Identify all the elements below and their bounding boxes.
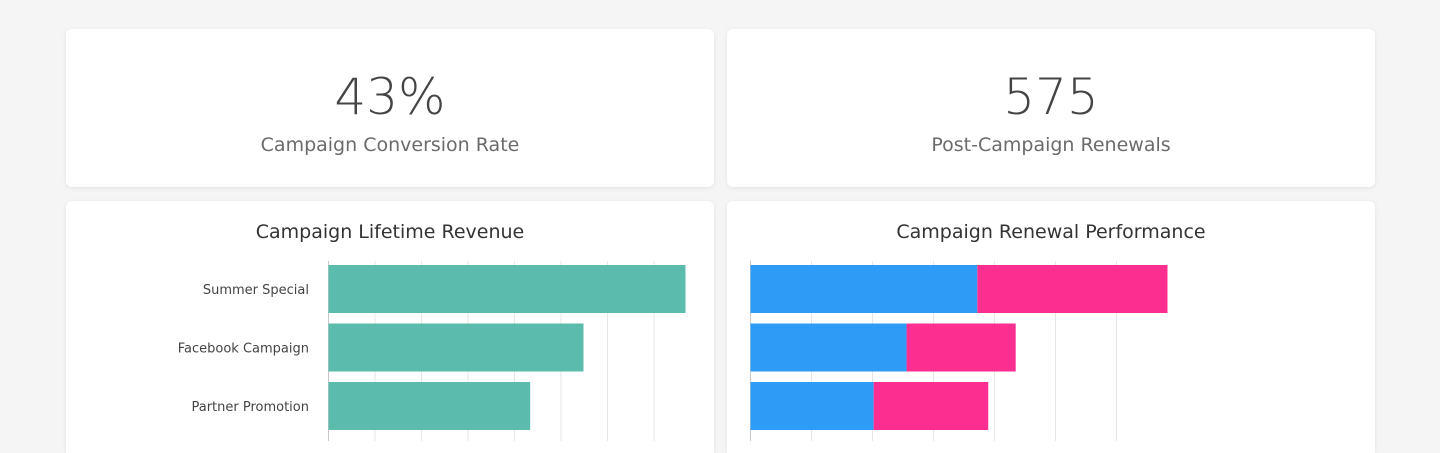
category-label: Facebook Campaign (178, 342, 309, 357)
chart-card-renewal-performance: Campaign Renewal Performance (727, 201, 1375, 453)
kpi-label: Post-Campaign Renewals (931, 134, 1171, 156)
bar-primary (328, 382, 531, 430)
kpi-card-conversion-rate: 43% Campaign Conversion Rate (66, 29, 714, 187)
chart-title: Campaign Renewal Performance (896, 221, 1206, 243)
category-label: Partner Promotion (191, 400, 309, 415)
chart-title: Campaign Lifetime Revenue (255, 221, 525, 243)
bar-secondary (873, 382, 989, 430)
bar-primary (328, 323, 584, 372)
bar-primary (750, 382, 874, 430)
bar-primary (328, 265, 686, 313)
renewal-performance-chart (750, 261, 1168, 441)
category-label: Summer Special (203, 283, 309, 298)
lifetime-revenue-chart: Summer Special Facebook Campaign Partner P… (178, 261, 686, 441)
kpi-value: 575 (1003, 68, 1099, 126)
kpi-label: Campaign Conversion Rate (260, 134, 520, 156)
bar-secondary (977, 265, 1168, 313)
bar-secondary (906, 323, 1016, 372)
kpi-value: 43% (334, 68, 446, 126)
bar-primary (750, 323, 907, 372)
bar-primary (750, 265, 978, 313)
kpi-card-renewals: 575 Post-Campaign Renewals (727, 29, 1375, 187)
chart-card-lifetime-revenue: Campaign Lifetime Revenue Summer Special… (66, 201, 714, 453)
